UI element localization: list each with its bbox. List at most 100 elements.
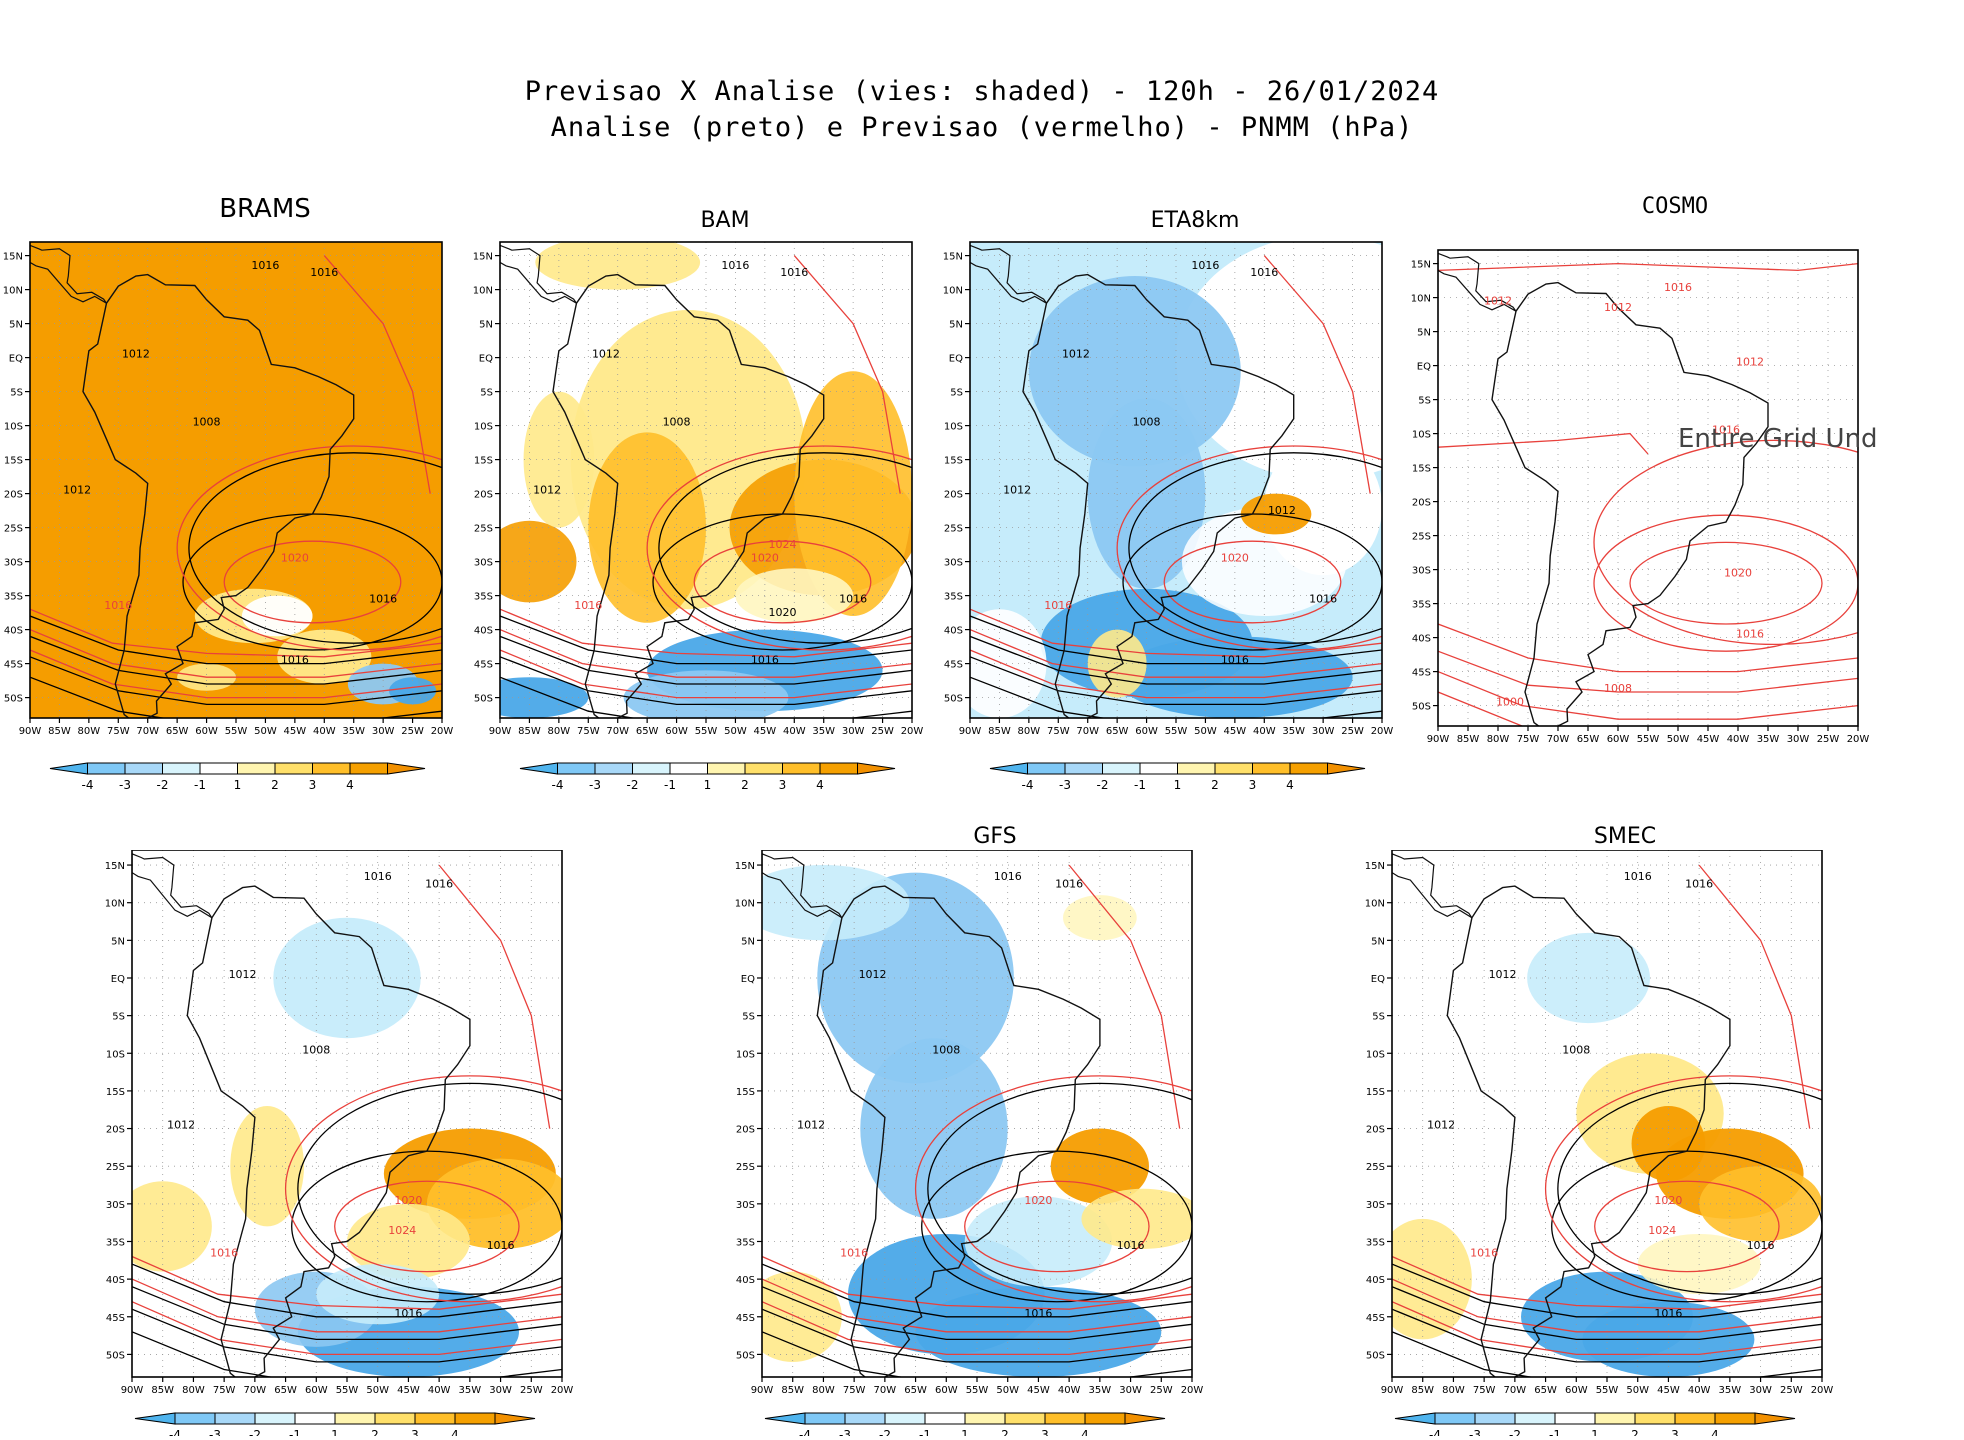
lat-tick-label: 30S xyxy=(106,1200,125,1211)
lon-tick-label: 65W xyxy=(904,1385,927,1396)
isobar-label: 1016 xyxy=(1654,1307,1682,1320)
bias-region-9 xyxy=(1087,629,1147,698)
lon-tick-label: 40W xyxy=(428,1385,451,1396)
colorbar-cell xyxy=(1634,1412,1676,1425)
lon-tick-label: 20W xyxy=(431,726,454,737)
lon-tick-label: 65W xyxy=(1534,1385,1557,1396)
isobar-ring-1 xyxy=(334,1180,520,1273)
continent-outline xyxy=(1022,273,1295,718)
isobar-label: 1012 xyxy=(797,1119,825,1132)
colorbar-label: 1 xyxy=(234,778,242,790)
isobar-ring-1 xyxy=(223,540,402,624)
lon-tick-label: 20W xyxy=(551,1385,574,1396)
isobar-k-3 xyxy=(132,1331,562,1377)
lat-tick-label: 15N xyxy=(735,861,755,872)
lon-tick-label: 45W xyxy=(1027,1385,1050,1396)
isobar-label: 1012 xyxy=(1489,968,1517,981)
lat-tick-label: 35S xyxy=(474,592,493,603)
lat-tick-label: 20S xyxy=(474,490,493,501)
isobar-r-6 xyxy=(970,649,1382,699)
lon-tick-label: 70W xyxy=(1076,726,1099,737)
colorbar-cell xyxy=(669,762,708,775)
lon-tick-label: 55W xyxy=(1637,734,1660,745)
map-panel-brams: 1016 1016 1012 1008 1020 1016 1016 1012 1016 15N 1… xyxy=(0,230,470,792)
isobar-r-7 xyxy=(793,255,901,494)
colorbar-cell xyxy=(1102,762,1141,775)
lat-tick-label: 30S xyxy=(1412,566,1431,577)
lon-tick-label: 45W xyxy=(754,726,777,737)
colorbar-cell xyxy=(49,762,88,775)
lon-tick-label: 55W xyxy=(225,726,248,737)
lat-tick-label: EQ xyxy=(949,354,963,365)
isobar-r-6 xyxy=(30,649,442,699)
map-panel-cosmo: 1016 1012 1012 1012 1016 1020 1016 1008 1000 15N 1… xyxy=(1410,230,1920,760)
lat-tick-label: 20S xyxy=(736,1125,755,1136)
colorbar-cell xyxy=(334,1412,376,1425)
colorbar-label: 2 xyxy=(741,778,749,790)
colorbar-cell xyxy=(294,1412,336,1425)
lon-tick-label: 35W xyxy=(342,726,365,737)
bias-region-9 xyxy=(535,242,701,290)
colorbar-cell xyxy=(454,1412,496,1425)
lat-tick-label: 5S xyxy=(1372,1012,1385,1023)
map-field-gfs: 1016 1016 1012 1008 1020 1016 1016 1012 1016 xyxy=(762,850,1192,1377)
colorbar-cell xyxy=(87,762,126,775)
lat-tick-label: 40S xyxy=(944,626,963,637)
central-america-outline xyxy=(500,244,577,304)
lon-tick-label: 25W xyxy=(1780,1385,1803,1396)
lat-tick-label: 5N xyxy=(741,936,755,947)
isobar-label: 1012 xyxy=(167,1119,195,1132)
lat-tick-label: EQ xyxy=(9,354,23,365)
lat-tick-label: 10S xyxy=(736,1049,755,1060)
lon-tick-label: 35W xyxy=(1757,734,1780,745)
colorbar-cell xyxy=(819,762,858,775)
colorbar-cell xyxy=(782,762,821,775)
colorbar-label: -1 xyxy=(1134,778,1146,790)
lon-tick-label: 45W xyxy=(284,726,307,737)
map-field-eta: 1016 1016 1012 1008 1020 1016 1016 1012 1016 1012 xyxy=(970,242,1382,718)
isobar-label: 1016 xyxy=(1117,1239,1145,1252)
lon-tick-label: 75W xyxy=(577,726,600,737)
isobar-k-3 xyxy=(500,676,912,718)
colorbar-cell xyxy=(237,762,276,775)
isobar-r-7 xyxy=(1068,864,1181,1129)
lon-tick-label: 40W xyxy=(1727,734,1750,745)
isobar-r-7 xyxy=(438,864,551,1129)
lon-tick-label: 60W xyxy=(935,1385,958,1396)
lon-tick-label: 60W xyxy=(665,726,688,737)
isobar-label: 1012 xyxy=(1268,504,1296,517)
lat-tick-label: 45S xyxy=(944,660,963,671)
colorbar-cell xyxy=(162,762,201,775)
map-field-smec: 1016 1016 1012 1008 1020 1016 1016 1012 1016 1024 xyxy=(1392,850,1822,1377)
colorbar-label: 1 xyxy=(704,778,712,790)
isobar-label: 1012 xyxy=(1736,356,1764,369)
lat-tick-label: 5N xyxy=(9,320,23,331)
isobar-k-3 xyxy=(970,676,1382,718)
colorbar-cell xyxy=(1289,762,1328,775)
panel-title-brams: BRAMS xyxy=(219,194,311,224)
isobar-ring-1 xyxy=(964,1180,1150,1273)
lat-tick-label: 50S xyxy=(944,694,963,705)
lat-tick-label: 10S xyxy=(944,422,963,433)
lon-tick-label: 25W xyxy=(1150,1385,1173,1396)
lat-tick-label: 20S xyxy=(944,490,963,501)
lon-tick-label: 25W xyxy=(871,726,894,737)
lat-tick-label: 30S xyxy=(736,1200,755,1211)
lon-tick-label: 40W xyxy=(783,726,806,737)
colorbar-label: -2 xyxy=(157,778,169,790)
lat-tick-label: 5N xyxy=(111,936,125,947)
lon-tick-label: 25W xyxy=(401,726,424,737)
colorbar-cell xyxy=(964,1412,1006,1425)
isobar-label: 1016 xyxy=(721,259,749,272)
lon-tick-label: 30W xyxy=(372,726,395,737)
colorbar-label: 4 xyxy=(1286,778,1294,790)
lat-tick-label: 35S xyxy=(1412,600,1431,611)
map-panel-eta: 1016 1016 1012 1008 1020 1016 1016 1012 1016 1012… xyxy=(940,230,1410,792)
colorbar-label: -2 xyxy=(1509,1428,1521,1436)
lon-tick-label: 50W xyxy=(1194,726,1217,737)
lat-tick-label: 15S xyxy=(736,1087,755,1098)
isobar-label: 1016 xyxy=(425,878,453,891)
colorbar-label: 3 xyxy=(1041,1428,1049,1436)
isobar-r-7 xyxy=(1263,255,1371,494)
isobar-k-2 xyxy=(1392,1308,1822,1363)
